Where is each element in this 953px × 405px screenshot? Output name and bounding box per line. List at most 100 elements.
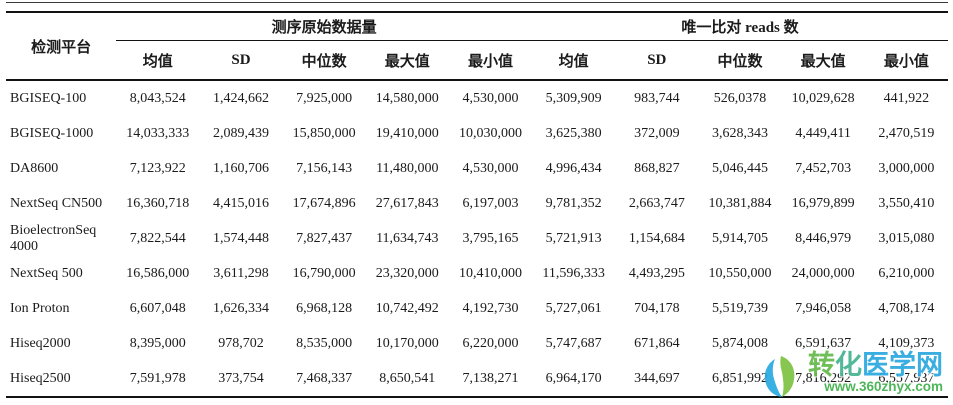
- value-cell: 15,850,000: [292, 125, 356, 141]
- value-cell: 373,754: [199, 361, 283, 398]
- value-cell: 704,178: [634, 300, 680, 316]
- value-cell: 24,000,000: [791, 265, 855, 281]
- platform-cell: DA8600: [10, 160, 59, 176]
- value-cell: 3,625,380: [545, 125, 602, 141]
- value-cell: 14,580,000: [375, 90, 439, 106]
- value-cell: 3,628,343: [711, 125, 768, 141]
- value-cell: 7,827,437: [296, 230, 353, 246]
- value-cell: 5,046,445: [711, 160, 768, 176]
- value-cell: 6,851,992: [698, 361, 782, 398]
- value-cell: 9,781,352: [545, 195, 602, 211]
- value-cell: 1,160,706: [212, 160, 269, 176]
- value-cell: 10,170,000: [375, 335, 439, 351]
- value-cell: 3,550,410: [878, 195, 935, 211]
- platform-cell: BGISEQ-100: [10, 90, 87, 106]
- group-header-unique-reads: 唯一比对 reads 数: [532, 12, 948, 41]
- table-row: Hiseq2500 7,591,978 373,754 7,468,337 8,650,…: [6, 361, 948, 398]
- platform-column-header: 检测平台: [6, 12, 117, 81]
- value-cell: 7,591,978: [116, 361, 200, 398]
- col-header-mean-1: 均值: [116, 40, 200, 81]
- value-cell: 978,702: [218, 335, 264, 351]
- value-cell: 10,410,000: [458, 265, 522, 281]
- col-header-max-1: 最大值: [365, 40, 449, 81]
- value-cell: 6,607,048: [129, 300, 186, 316]
- value-cell: 983,744: [634, 90, 680, 106]
- value-cell: 6,591,637: [795, 335, 852, 351]
- group-header-row: 检测平台 测序原始数据量 唯一比对 reads 数: [6, 12, 948, 81]
- value-cell: 4,415,016: [212, 195, 269, 211]
- value-cell: 526,0378: [713, 90, 767, 106]
- value-cell: 2,089,439: [212, 125, 269, 141]
- table-row: NextSeq CN500 16,360,718 4,415,016 17,674,8…: [6, 186, 948, 221]
- value-cell: 1,574,448: [212, 230, 269, 246]
- table-row: Ion Proton 6,607,048 1,626,334 6,968,128 10,…: [6, 291, 948, 326]
- table-row: Hiseq2000 8,395,000 978,702 8,535,000 10,170…: [6, 326, 948, 361]
- value-cell: 8,043,524: [129, 90, 186, 106]
- value-cell: 2,470,519: [878, 125, 935, 141]
- col-header-median-2: 中位数: [698, 40, 782, 81]
- col-header-mean-2: 均值: [532, 40, 616, 81]
- platform-cell: BioelectronSeq 4000: [10, 222, 97, 254]
- value-cell: 6,210,000: [878, 265, 935, 281]
- value-cell: 17,674,896: [292, 195, 356, 211]
- value-cell: 6,220,000: [462, 335, 519, 351]
- platform-cell: Ion Proton: [10, 300, 70, 316]
- value-cell: 3,000,000: [878, 160, 935, 176]
- value-cell: 4,493,295: [628, 265, 685, 281]
- value-cell: 3,015,080: [878, 230, 935, 246]
- value-cell: 16,979,899: [791, 195, 855, 211]
- value-cell: 441,922: [883, 90, 930, 106]
- col-header-min-2: 最小值: [864, 40, 948, 81]
- value-cell: 1,424,662: [212, 90, 269, 106]
- platform-cell: Hiseq2000: [10, 335, 71, 351]
- value-cell: 6,557,937: [864, 361, 948, 398]
- value-cell: 7,925,000: [296, 90, 353, 106]
- value-cell: 7,816,292: [781, 361, 865, 398]
- value-cell: 16,790,000: [292, 265, 356, 281]
- platform-cell: BGISEQ-1000: [10, 125, 94, 141]
- col-header-sd-1: SD: [199, 40, 283, 81]
- group-header-raw-data: 测序原始数据量: [116, 12, 533, 41]
- table-row: NextSeq 500 16,586,000 3,611,298 16,790,000…: [6, 256, 948, 291]
- top-rule: [6, 2, 948, 3]
- value-cell: 5,309,909: [545, 90, 602, 106]
- value-cell: 16,360,718: [126, 195, 190, 211]
- value-cell: 14,033,333: [126, 125, 190, 141]
- platform-cell: NextSeq 500: [10, 265, 83, 281]
- sub-header-row: 均值 SD 中位数 最大值 最小值 均值 SD 中位数 最大值 最小值: [6, 40, 948, 81]
- value-cell: 5,914,705: [711, 230, 768, 246]
- value-cell: 7,138,271: [448, 361, 533, 398]
- value-cell: 10,742,492: [375, 300, 439, 316]
- table-row: BioelectronSeq 4000 7,822,544 1,574,448 7,8…: [6, 221, 948, 256]
- value-cell: 372,009: [634, 125, 680, 141]
- value-cell: 8,535,000: [296, 335, 353, 351]
- col-header-min-1: 最小值: [448, 40, 533, 81]
- value-cell: 8,650,541: [365, 361, 449, 398]
- value-cell: 19,410,000: [375, 125, 439, 141]
- value-cell: 8,446,979: [795, 230, 852, 246]
- value-cell: 5,519,739: [711, 300, 768, 316]
- value-cell: 7,946,058: [795, 300, 852, 316]
- value-cell: 11,596,333: [542, 265, 605, 281]
- value-cell: 10,029,628: [791, 90, 855, 106]
- value-cell: 4,530,000: [462, 90, 519, 106]
- col-header-max-2: 最大值: [781, 40, 865, 81]
- value-cell: 27,617,843: [375, 195, 439, 211]
- value-cell: 6,968,128: [296, 300, 353, 316]
- value-cell: 671,864: [634, 335, 680, 351]
- value-cell: 10,030,000: [458, 125, 522, 141]
- value-cell: 4,192,730: [462, 300, 519, 316]
- value-cell: 11,480,000: [376, 160, 439, 176]
- value-cell: 7,123,922: [129, 160, 186, 176]
- value-cell: 4,449,411: [795, 125, 851, 141]
- value-cell: 868,827: [634, 160, 680, 176]
- value-cell: 5,721,913: [545, 230, 602, 246]
- value-cell: 10,550,000: [708, 265, 772, 281]
- value-cell: 11,634,743: [376, 230, 439, 246]
- platform-cell: NextSeq CN500: [10, 195, 103, 211]
- value-cell: 7,452,703: [795, 160, 852, 176]
- value-cell: 10,381,884: [708, 195, 772, 211]
- value-cell: 4,996,434: [545, 160, 602, 176]
- value-cell: 4,530,000: [462, 160, 519, 176]
- value-cell: 6,964,170: [532, 361, 616, 398]
